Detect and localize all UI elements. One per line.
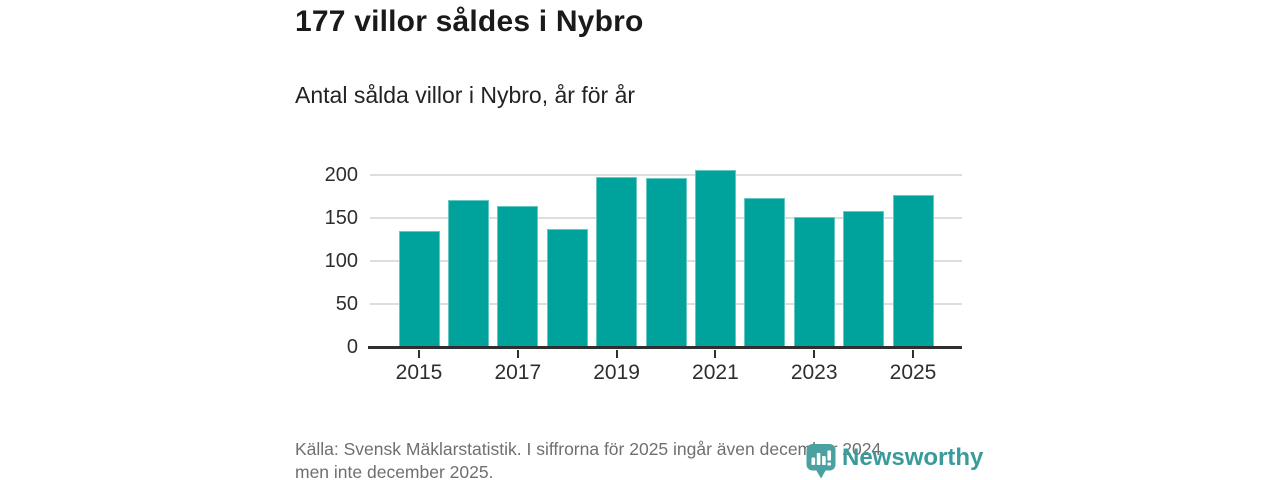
bar-2025 — [892, 194, 934, 347]
bar-2017 — [497, 205, 539, 347]
x-axis-label-2017: 2017 — [494, 361, 542, 384]
bar-2020 — [645, 178, 687, 347]
x-axis-tick-2019 — [615, 350, 618, 358]
x-axis-label-2021: 2021 — [692, 361, 739, 384]
x-axis-tick-2015 — [418, 350, 420, 358]
y-axis-label-0: 0 — [346, 336, 358, 358]
x-axis-label-2019: 2019 — [593, 361, 640, 384]
x-axis-label-2023: 2023 — [790, 361, 838, 384]
x-axis-tick-2025 — [912, 350, 914, 358]
bar-2016 — [447, 199, 489, 347]
bar-2024 — [843, 211, 885, 347]
newsworthy-logo-text: Newsworthy — [842, 444, 984, 471]
y-axis-label-100: 100 — [324, 250, 358, 272]
bar-2023 — [793, 217, 835, 347]
x-axis-tick-2021 — [714, 350, 717, 358]
x-axis-tick-2023 — [813, 350, 816, 358]
newsworthy-logo: Newsworthy — [806, 443, 990, 480]
chart-subtitle: Antal sålda villor i Nybro, år för år — [295, 82, 636, 108]
bar-2019 — [596, 176, 638, 347]
source-note-line-2: men inte december 2025. — [295, 461, 494, 480]
bar-2015 — [398, 230, 440, 347]
source-note: Källa: Svensk Mäklarstatistik. I siffror… — [295, 438, 886, 480]
bar-2021 — [694, 169, 736, 347]
gridline-y-200 — [370, 174, 962, 176]
y-axis-label-150: 150 — [324, 207, 358, 229]
x-axis-label-2025: 2025 — [889, 361, 937, 384]
y-axis-label-50: 50 — [335, 293, 358, 315]
chart-title: 177 villor såldes i Nybro — [295, 5, 644, 38]
bar-2022 — [744, 198, 786, 347]
x-axis-line — [368, 346, 962, 349]
newsworthy-chart-bubble-icon — [806, 444, 836, 479]
source-note-line-1: Källa: Svensk Mäklarstatistik. I siffror… — [295, 439, 887, 459]
bar-2018 — [546, 229, 588, 347]
x-axis-tick-2017 — [516, 350, 519, 358]
y-axis-label-200: 200 — [324, 164, 358, 186]
x-axis-label-2015: 2015 — [395, 361, 443, 384]
